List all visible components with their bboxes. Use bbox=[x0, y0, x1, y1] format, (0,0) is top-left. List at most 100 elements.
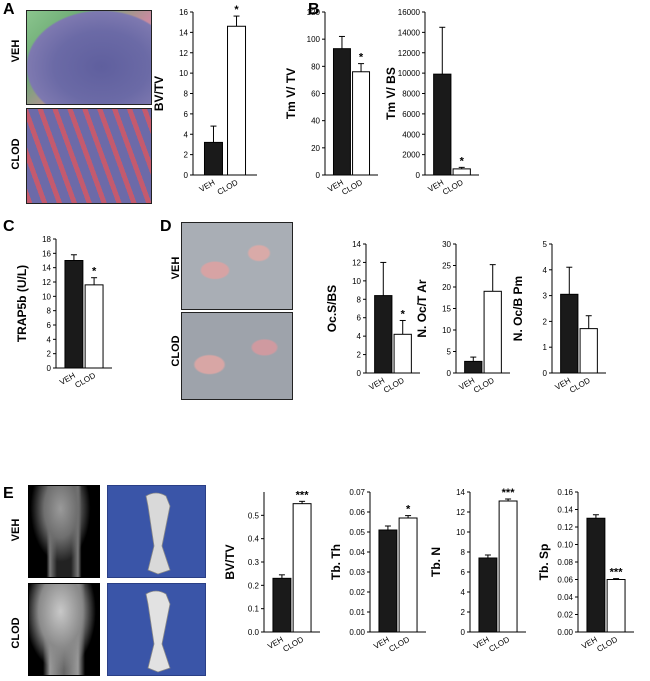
y-tick-label-d1-3: 6 bbox=[357, 314, 362, 323]
microct-3d-clod bbox=[107, 583, 206, 676]
y-tick-label-d2-2: 10 bbox=[442, 326, 451, 335]
histology-image-veh-a bbox=[26, 10, 152, 105]
y-tick-label-b1-2: 40 bbox=[311, 117, 320, 126]
y-tick-label-d1-5: 10 bbox=[352, 277, 361, 286]
bar-b1-clod bbox=[352, 71, 371, 176]
x-tick-label-e3-clod: CLOD bbox=[487, 635, 511, 654]
y-tick-label-a-4: 8 bbox=[184, 90, 189, 99]
y-tick-label-a-2: 4 bbox=[184, 130, 189, 139]
panel-letter-c: C bbox=[3, 218, 15, 235]
y-tick-label-c-4: 8 bbox=[47, 307, 52, 316]
y-tick-label-e1-5: 0.5 bbox=[248, 511, 260, 520]
bar-e1-veh bbox=[272, 577, 292, 633]
y-tick-label-e1-2: 0.2 bbox=[248, 581, 260, 590]
y-axis-label-e4: Tb. Sp bbox=[537, 544, 551, 581]
panel-letter-b: B bbox=[308, 1, 320, 18]
y-tick-label-b2-3: 6000 bbox=[402, 110, 420, 119]
y-tick-label-b2-1: 2000 bbox=[402, 151, 420, 160]
y-tick-label-d3-3: 3 bbox=[543, 292, 548, 301]
x-tick-label-a-veh: VEH bbox=[198, 178, 217, 194]
y-tick-label-b2-6: 12000 bbox=[398, 49, 421, 58]
panel-letter-d: D bbox=[160, 218, 172, 235]
y-tick-label-c-8: 16 bbox=[42, 249, 51, 258]
y-tick-label-e3-3: 6 bbox=[461, 568, 466, 577]
y-tick-label-a-8: 16 bbox=[179, 8, 188, 17]
y-tick-label-d2-0: 0 bbox=[447, 369, 452, 378]
bar-e1-clod bbox=[292, 503, 312, 633]
bar-e4-clod bbox=[606, 579, 626, 633]
y-tick-label-b1-3: 60 bbox=[311, 90, 320, 99]
panel-letter-a: A bbox=[3, 1, 15, 18]
y-tick-label-d2-5: 25 bbox=[442, 262, 451, 271]
y-tick-label-e2-0: 0.00 bbox=[349, 628, 365, 637]
significance-marker-e1-clod: *** bbox=[296, 489, 310, 501]
y-tick-label-d1-7: 14 bbox=[352, 240, 361, 249]
y-tick-label-e2-7: 0.07 bbox=[349, 488, 365, 497]
y-tick-label-d3-1: 1 bbox=[543, 343, 548, 352]
y-tick-label-c-7: 14 bbox=[42, 264, 51, 273]
significance-marker-d1-clod: * bbox=[401, 308, 406, 320]
y-tick-label-b2-2: 4000 bbox=[402, 130, 420, 139]
bar-d3-veh bbox=[560, 293, 579, 374]
y-tick-label-e2-4: 0.04 bbox=[349, 548, 365, 557]
y-tick-label-e3-1: 2 bbox=[461, 608, 466, 617]
y-axis-label-a: BV/TV bbox=[152, 76, 166, 111]
y-axis-label-e2: Tb. Th bbox=[329, 544, 343, 580]
y-tick-label-e4-5: 0.10 bbox=[557, 541, 573, 550]
y-tick-label-b1-6: 120 bbox=[307, 8, 321, 17]
y-tick-label-c-2: 4 bbox=[47, 335, 52, 344]
y-tick-label-e2-2: 0.02 bbox=[349, 588, 365, 597]
bar-b2-clod bbox=[452, 168, 471, 176]
x-tick-label-b2-clod: CLOD bbox=[441, 178, 465, 197]
bar-d3-clod bbox=[579, 328, 598, 374]
y-tick-label-e3-5: 10 bbox=[456, 528, 465, 537]
microct-section-clod bbox=[28, 583, 100, 676]
y-tick-label-e2-3: 0.03 bbox=[349, 568, 365, 577]
bar-b2-veh bbox=[433, 73, 452, 176]
microct-3d-veh bbox=[107, 485, 206, 578]
bar-e3-clod bbox=[498, 500, 518, 633]
y-axis-label-d2: N. Oc/T Ar bbox=[415, 279, 429, 338]
y-tick-label-e2-1: 0.01 bbox=[349, 608, 365, 617]
y-tick-label-d3-2: 2 bbox=[543, 317, 548, 326]
y-tick-label-a-0: 0 bbox=[184, 171, 189, 180]
significance-marker-b2-clod: * bbox=[460, 155, 465, 167]
significance-marker-b1-clod: * bbox=[359, 52, 364, 64]
y-tick-label-d2-4: 20 bbox=[442, 283, 451, 292]
bar-e2-veh bbox=[378, 529, 398, 633]
histology-image-clod-a bbox=[26, 108, 152, 204]
y-tick-label-b2-0: 0 bbox=[416, 171, 421, 180]
y-tick-label-b2-7: 14000 bbox=[398, 28, 421, 37]
y-tick-label-c-0: 0 bbox=[47, 364, 52, 373]
y-tick-label-d1-1: 2 bbox=[357, 351, 362, 360]
y-tick-label-d3-4: 4 bbox=[543, 266, 548, 275]
y-tick-label-c-1: 2 bbox=[47, 350, 52, 359]
y-tick-label-d1-0: 0 bbox=[357, 369, 362, 378]
y-tick-label-b1-1: 20 bbox=[311, 144, 320, 153]
y-tick-label-a-3: 6 bbox=[184, 110, 189, 119]
y-tick-label-d3-0: 0 bbox=[543, 369, 548, 378]
bar-d1-clod bbox=[393, 333, 412, 374]
y-tick-label-e4-3: 0.06 bbox=[557, 576, 573, 585]
x-tick-label-d2-clod: CLOD bbox=[472, 376, 496, 395]
y-tick-label-a-6: 12 bbox=[179, 49, 188, 58]
y-tick-label-b2-4: 8000 bbox=[402, 90, 420, 99]
bar-c-veh bbox=[64, 260, 84, 369]
bar-d1-veh bbox=[374, 295, 393, 374]
y-tick-label-e4-4: 0.08 bbox=[557, 558, 573, 567]
significance-marker-c-clod: * bbox=[92, 266, 97, 278]
y-tick-label-d1-6: 12 bbox=[352, 258, 361, 267]
y-tick-label-a-5: 10 bbox=[179, 69, 188, 78]
significance-marker-e2-clod: * bbox=[406, 504, 411, 516]
panel-letter-e: E bbox=[3, 485, 14, 502]
y-tick-label-e4-6: 0.12 bbox=[557, 523, 573, 532]
significance-marker-e4-clod: *** bbox=[610, 567, 624, 579]
y-tick-label-a-7: 14 bbox=[179, 28, 188, 37]
x-tick-label-e2-clod: CLOD bbox=[387, 635, 411, 654]
significance-marker-a-clod: * bbox=[234, 4, 239, 16]
y-tick-label-b2-5: 10000 bbox=[398, 69, 421, 78]
y-tick-label-e3-2: 4 bbox=[461, 588, 466, 597]
y-tick-label-d3-5: 5 bbox=[543, 240, 548, 249]
y-tick-label-d1-4: 8 bbox=[357, 295, 362, 304]
